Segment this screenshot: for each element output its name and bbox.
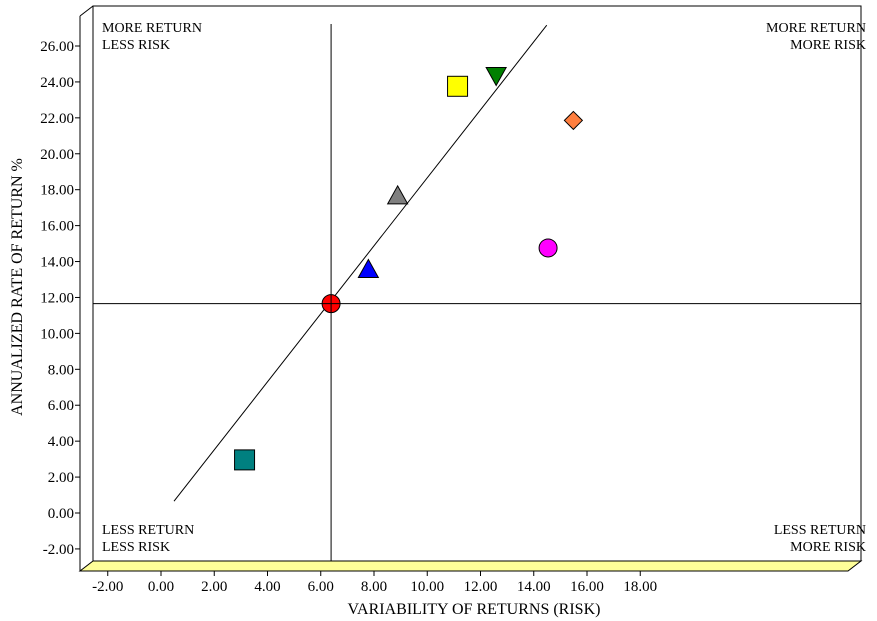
y-tick-label: 12.00 [40,290,74,306]
y-tick-label: 14.00 [40,255,74,271]
x-axis-title: VARIABILITY OF RETURNS (RISK) [348,601,601,618]
x-tick-label: 10.00 [410,579,444,595]
x-tick-label: -2.00 [92,579,123,595]
y-tick-label: 26.00 [40,39,74,55]
x-tick-label: 0.00 [148,579,174,595]
data-point-1 [321,294,341,314]
x-tick-label: 12.00 [464,579,498,595]
y-tick-label: 24.00 [40,75,74,91]
y-axis-title: ANNUALIZED RATE OF RETURN % [9,158,26,416]
y-tick-label: 2.00 [48,470,74,486]
x-tick-label: 4.00 [254,579,280,595]
x-tick-label: 18.00 [623,579,657,595]
x-tick-label: 14.00 [517,579,551,595]
y-tick-label: 18.00 [40,183,74,199]
y-tick-label: -2.00 [43,542,74,558]
x-tick-label: 6.00 [308,579,334,595]
data-point-4 [386,184,409,205]
quadrant-label-bottom-left: LESS RETURN LESS RISK [102,523,194,555]
y-tick-label: 20.00 [40,147,74,163]
data-point-3 [357,258,380,278]
x-tick-label: 8.00 [361,579,387,595]
x-tick-label: 16.00 [570,579,604,595]
wall-edge-top [79,5,94,17]
y-tick-label: 22.00 [40,111,74,127]
y-tick-label: 4.00 [48,434,74,450]
quadrant-label-bottom-right: LESS RETURN MORE RISK [774,523,866,555]
trend-line [173,24,548,502]
quadrant-label-top-right: MORE RETURN MORE RISK [766,21,866,53]
data-point-2 [234,449,256,471]
y-tick-label: 10.00 [40,326,74,342]
quadrant-label-top-left: MORE RETURN LESS RISK [102,21,202,53]
data-point-7 [538,238,558,258]
chart-floor [78,560,863,572]
x-tick-label: 2.00 [201,579,227,595]
y-tick-label: 0.00 [48,506,74,522]
y-tick-label: 16.00 [40,219,74,235]
data-point-6 [485,67,508,87]
y-tick-label: 8.00 [48,362,74,378]
y-tick-label: 6.00 [48,398,74,414]
plot-frame [92,5,862,562]
data-point-8 [563,110,584,131]
data-point-5 [447,75,469,97]
